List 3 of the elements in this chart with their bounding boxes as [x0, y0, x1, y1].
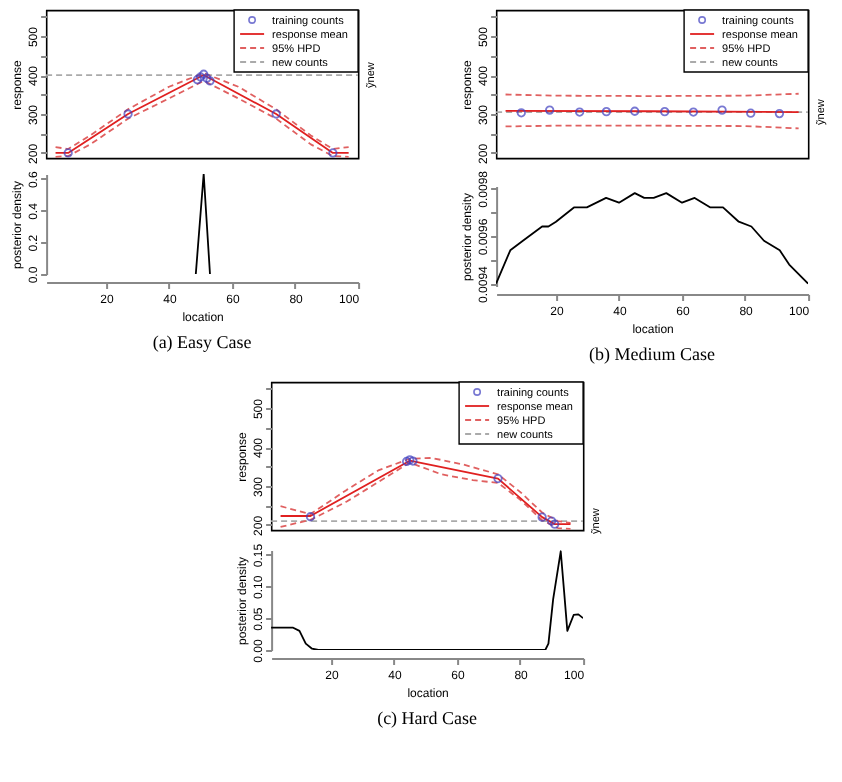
text: (b) Medium Case: [589, 344, 716, 364]
text: (a) Easy Case: [152, 332, 252, 352]
text: (c) Hard Case: [377, 708, 478, 728]
